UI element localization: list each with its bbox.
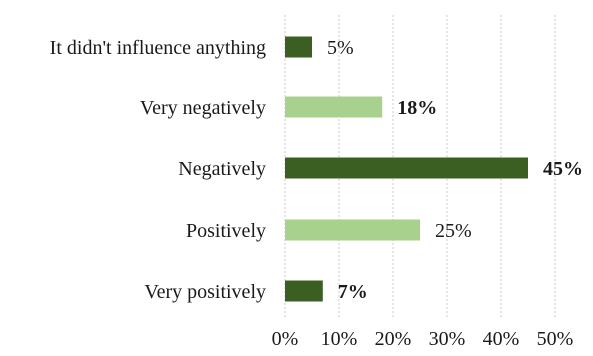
category-labels: It didn't influence anything Very negativ… bbox=[50, 37, 266, 303]
x-tick-label-10: 10% bbox=[321, 328, 358, 350]
category-label-4: Very positively bbox=[144, 281, 266, 303]
x-tick-label-40: 40% bbox=[483, 328, 520, 350]
gridlines bbox=[284, 15, 556, 318]
data-label-4: 7% bbox=[338, 281, 368, 303]
category-label-0: It didn't influence anything bbox=[50, 37, 266, 59]
x-tick-label-30: 30% bbox=[429, 328, 466, 350]
data-label-0: 5% bbox=[327, 37, 354, 59]
bar-1 bbox=[285, 96, 383, 118]
data-label-2: 45% bbox=[543, 158, 583, 180]
category-label-3: Positively bbox=[186, 220, 266, 242]
x-tick-label-0: 0% bbox=[272, 328, 299, 350]
bars bbox=[285, 36, 528, 302]
bar-2 bbox=[285, 157, 528, 179]
category-label-1: Very negatively bbox=[140, 97, 266, 119]
x-axis-tick-labels: 0% 10% 20% 30% 40% 50% bbox=[272, 328, 574, 350]
data-labels: 5% 18% 45% 25% 7% bbox=[327, 37, 583, 303]
bar-0 bbox=[285, 36, 312, 58]
data-label-1: 18% bbox=[397, 97, 437, 119]
x-tick-label-20: 20% bbox=[375, 328, 412, 350]
bar-4 bbox=[285, 280, 323, 302]
data-label-3: 25% bbox=[435, 220, 472, 242]
x-tick-label-50: 50% bbox=[537, 328, 574, 350]
bar-3 bbox=[285, 219, 420, 241]
category-label-2: Negatively bbox=[178, 158, 266, 180]
